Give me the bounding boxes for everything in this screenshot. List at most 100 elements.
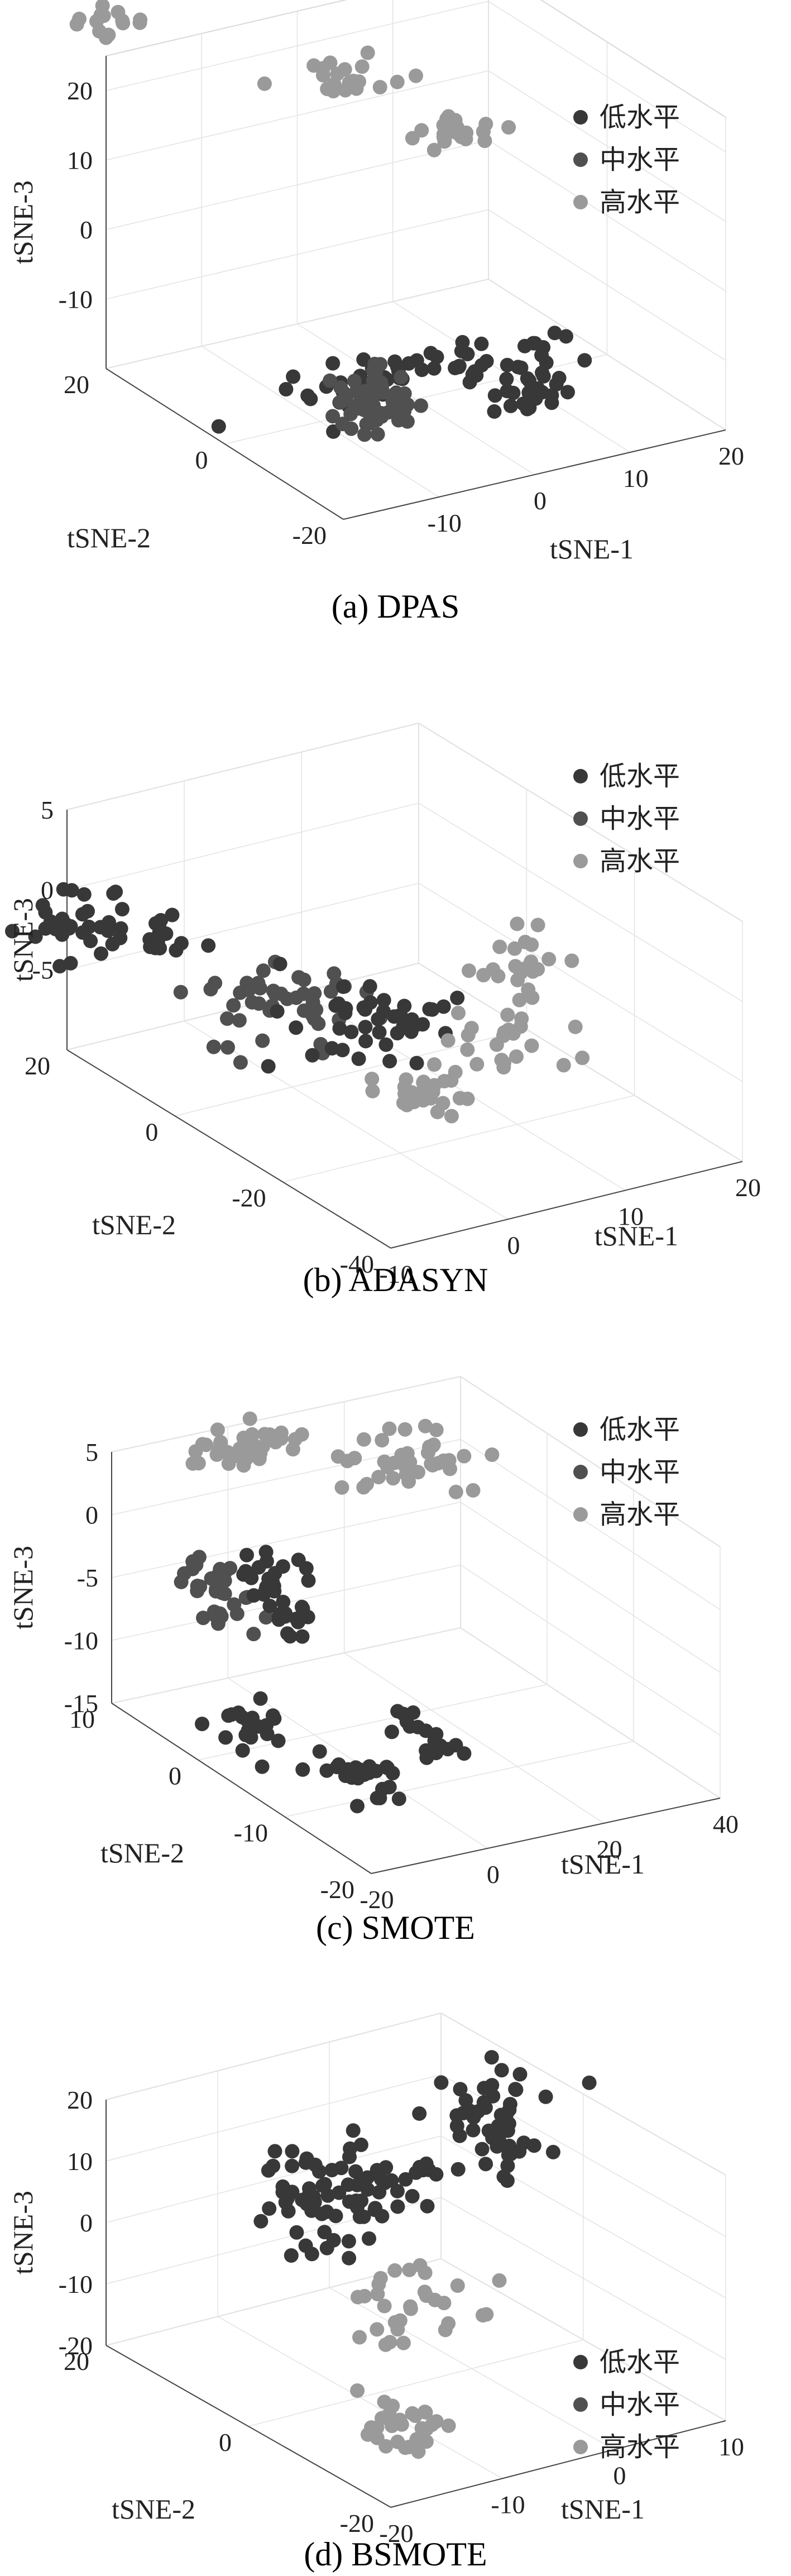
data-point xyxy=(28,929,43,944)
data-point xyxy=(233,1055,248,1070)
z-tick-label: 10 xyxy=(67,2147,93,2176)
data-point xyxy=(63,955,78,971)
data-point xyxy=(402,1455,418,1470)
data-point xyxy=(346,2123,361,2138)
y-axis-label: tSNE-2 xyxy=(67,522,151,553)
x-tick-label: 0 xyxy=(613,2462,626,2490)
data-point xyxy=(226,998,241,1013)
y-tick-label: -20 xyxy=(232,1184,266,1212)
grid-line xyxy=(106,1,489,91)
z-tick-label: -10 xyxy=(64,1627,98,1655)
data-point xyxy=(464,1021,479,1036)
legend-label: 高水平 xyxy=(600,1500,680,1530)
data-point xyxy=(541,952,557,967)
data-point xyxy=(487,404,502,419)
data-point xyxy=(334,1480,349,1495)
data-point xyxy=(370,2287,385,2302)
y-tick-label: 0 xyxy=(219,2428,232,2456)
y-axis-label: tSNE-2 xyxy=(100,1837,184,1868)
data-point xyxy=(357,2288,372,2303)
y-axis-line xyxy=(106,368,344,520)
data-point xyxy=(302,2181,317,2196)
data-point xyxy=(405,2188,420,2204)
data-point xyxy=(409,2432,424,2447)
grid-line xyxy=(284,1741,634,1818)
data-point xyxy=(298,2238,313,2253)
data-point xyxy=(418,2405,433,2420)
grid-line xyxy=(106,2013,442,2100)
z-tick-label: 10 xyxy=(67,146,93,175)
data-point xyxy=(211,419,226,434)
z-axis-label: tSNE-3 xyxy=(7,2191,39,2274)
data-point xyxy=(474,336,489,351)
data-point xyxy=(499,371,514,386)
data-point xyxy=(396,2335,411,2350)
data-point xyxy=(409,68,423,83)
data-point xyxy=(469,368,484,383)
data-point xyxy=(289,2225,304,2240)
data-point xyxy=(448,1484,463,1499)
data-point xyxy=(165,907,180,923)
data-point xyxy=(359,1476,374,1492)
data-point xyxy=(356,1432,371,1447)
data-point xyxy=(387,354,402,369)
data-point xyxy=(257,76,272,91)
data-point xyxy=(452,1091,467,1106)
data-point xyxy=(370,2322,385,2337)
data-point xyxy=(111,4,126,20)
data-point xyxy=(440,1033,456,1048)
legend-marker xyxy=(573,2397,588,2412)
data-point xyxy=(232,1013,247,1028)
z-tick-label: 20 xyxy=(67,77,93,105)
data-point xyxy=(271,1733,286,1748)
data-point xyxy=(399,1714,414,1729)
grid-line xyxy=(106,279,489,369)
data-point xyxy=(476,124,491,139)
data-point xyxy=(454,130,469,145)
data-point xyxy=(266,1579,281,1594)
data-point xyxy=(450,2162,466,2177)
data-point xyxy=(262,1598,277,1613)
data-point xyxy=(335,979,351,994)
data-point xyxy=(382,1421,397,1436)
z-tick-label: 0 xyxy=(85,1501,98,1530)
data-point xyxy=(552,371,567,385)
chart-caption: (d) BSMOTE xyxy=(304,2536,487,2573)
data-point xyxy=(266,983,281,998)
data-point xyxy=(479,353,494,369)
data-point xyxy=(287,1432,303,1447)
data-point xyxy=(204,1571,219,1586)
data-point xyxy=(362,979,377,994)
data-point xyxy=(502,2138,517,2153)
scatter3d-chart-a: 20 10 0 -10 20 0 -20 -10 0 10 20 tSNE-3 tSNE-2 tSNE-1… xyxy=(7,0,744,565)
data-point xyxy=(221,1708,236,1723)
data-point xyxy=(502,2097,517,2111)
panel-b: 5 0 -5 20 0 -20 -40 -10 0 10 20 tSNE-3 tSNE-2 tSNE-1 低… xyxy=(0,642,791,1312)
data-point xyxy=(347,1451,362,1466)
data-point xyxy=(306,58,322,73)
x-tick-label: 40 xyxy=(713,1810,739,1838)
grid-line xyxy=(460,1502,721,1673)
data-point xyxy=(462,963,476,978)
data-point xyxy=(390,1704,405,1719)
grid-line xyxy=(111,1502,461,1578)
data-point xyxy=(377,1454,392,1469)
z-tick-label: -5 xyxy=(77,1564,98,1592)
data-point xyxy=(100,923,116,938)
legend-marker xyxy=(573,1507,588,1522)
data-point xyxy=(409,353,424,368)
data-point xyxy=(494,2063,509,2078)
grid-line xyxy=(460,1564,721,1736)
panel-c: 5 0 -5 -10 -15 10 0 -10 -20 -20 0 20 40 tSNE-3 tSNE-2 t… xyxy=(0,1312,791,1954)
data-point xyxy=(568,1019,583,1034)
data-point xyxy=(253,1691,268,1706)
data-point xyxy=(55,911,70,926)
data-point xyxy=(343,407,358,422)
data-point xyxy=(343,2141,358,2156)
y-tick-label: -20 xyxy=(293,521,327,549)
data-point xyxy=(303,391,318,407)
data-point xyxy=(454,343,469,359)
data-point xyxy=(466,2123,481,2138)
data-point xyxy=(256,1587,271,1602)
